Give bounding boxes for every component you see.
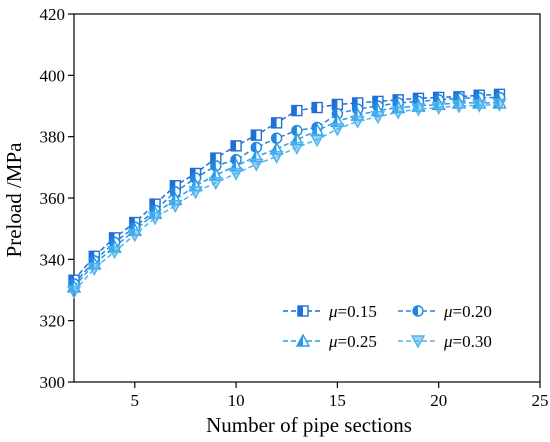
legend-value: =0.15 (338, 302, 377, 321)
data-point (127, 229, 142, 243)
y-axis: 300 320 340 360 380 400 420 (40, 5, 74, 392)
plot-border (73, 13, 541, 383)
data-point (87, 262, 102, 276)
data-point (330, 123, 345, 137)
data-point (270, 117, 283, 129)
series-2 (68, 91, 506, 290)
legend-symbol: μ (443, 302, 453, 321)
series-line (73, 103, 500, 293)
legend-value: =0.25 (338, 332, 377, 351)
legend-symbol: μ (328, 302, 338, 321)
data-point (411, 103, 426, 117)
series-line (73, 93, 500, 281)
y-tick-label: 340 (40, 250, 66, 269)
legend-marker (297, 305, 309, 317)
x-tick-label: 20 (430, 391, 447, 410)
legend-marker (412, 305, 424, 317)
legend-item: μ=0.30 (398, 332, 492, 351)
data-point (188, 186, 203, 200)
y-tick-label: 360 (40, 189, 66, 208)
series-line (73, 102, 500, 288)
data-point (230, 140, 242, 152)
data-point (270, 132, 283, 144)
data-point (309, 134, 325, 148)
data-point (370, 111, 386, 125)
data-point (291, 104, 303, 117)
legend-label: μ=0.25 (328, 332, 377, 351)
data-point (350, 115, 365, 129)
data-point (289, 141, 305, 155)
legend-item: μ=0.20 (398, 302, 492, 321)
data-point (168, 199, 183, 214)
legend-label: μ=0.20 (443, 302, 492, 321)
x-tick-label: 15 (329, 391, 346, 410)
data-point (228, 167, 244, 181)
data-point (311, 101, 323, 114)
data-point (66, 285, 82, 299)
data-point (208, 176, 224, 191)
legend-marker (410, 335, 426, 349)
data-point (492, 98, 507, 112)
data-point (472, 99, 487, 113)
y-tick-label: 420 (40, 5, 66, 24)
legend-label: μ=0.30 (443, 332, 492, 351)
legend-marker (295, 333, 311, 347)
legend-item: μ=0.25 (283, 332, 377, 351)
series-4 (66, 98, 507, 299)
plot-frame (73, 13, 541, 383)
series-3 (66, 95, 507, 293)
series-line (73, 96, 500, 285)
x-axis-label: Number of pipe sections (206, 413, 412, 437)
data-point (147, 212, 163, 226)
legend-symbol: μ (443, 332, 453, 351)
y-tick-label: 300 (40, 373, 66, 392)
legend-label: μ=0.15 (328, 302, 377, 321)
data-point (390, 106, 406, 120)
x-axis: 5 10 15 20 25 (131, 382, 549, 410)
x-tick-label: 5 (131, 391, 140, 410)
data-point (451, 100, 467, 114)
legend-item: μ=0.15 (283, 302, 377, 321)
data-point (107, 245, 122, 260)
x-tick-label: 25 (532, 391, 549, 410)
data-point (250, 129, 263, 141)
data-point (269, 150, 284, 165)
y-tick-label: 380 (40, 128, 66, 147)
legend-value: =0.30 (453, 332, 492, 351)
data-point (249, 158, 264, 172)
legend-symbol: μ (328, 332, 338, 351)
x-tick-label: 10 (228, 391, 245, 410)
series-layer (66, 88, 507, 299)
legend-value: =0.20 (453, 302, 492, 321)
data-point (431, 101, 446, 115)
y-tick-label: 400 (40, 66, 66, 85)
y-axis-label: Preload /MPa (2, 142, 26, 258)
legend: μ=0.15 μ=0.20μ=0.25 μ=0.30 (283, 302, 492, 351)
series-1 (68, 88, 506, 286)
y-tick-label: 320 (40, 312, 66, 331)
